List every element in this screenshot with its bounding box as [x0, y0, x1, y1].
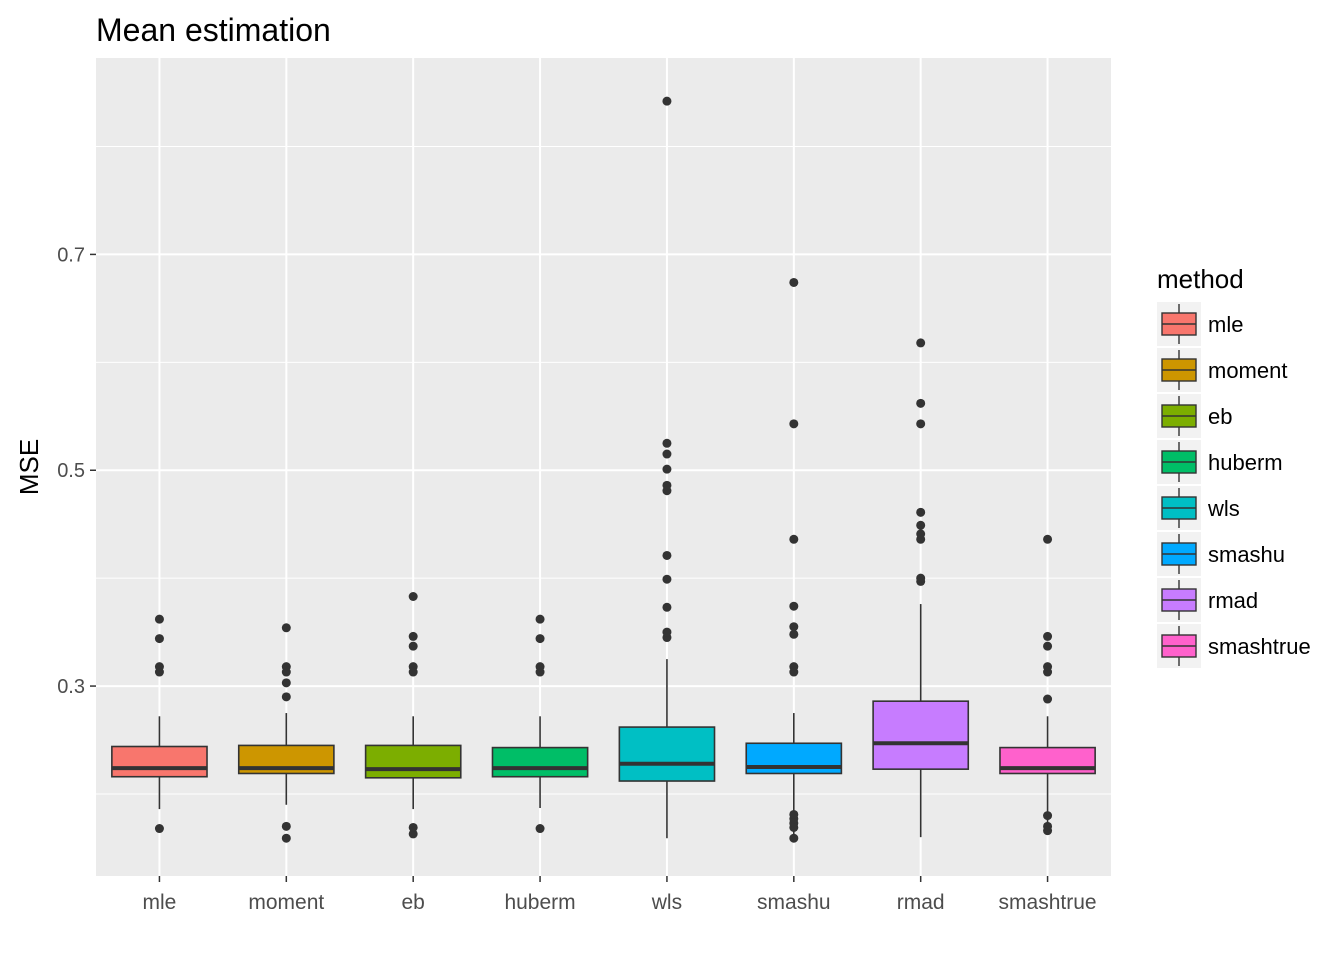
legend-label: rmad	[1208, 588, 1258, 613]
outlier-point	[916, 419, 926, 429]
legend-item-wls: wls	[1157, 486, 1240, 530]
whiskers	[158, 604, 1049, 839]
legend-label: smashu	[1208, 542, 1285, 567]
outlier-point	[408, 822, 418, 832]
outlier-point	[1043, 534, 1053, 544]
legend-label: eb	[1208, 404, 1232, 429]
outlier-point	[789, 622, 799, 632]
legend-item-smashu: smashu	[1157, 532, 1285, 576]
x-tick-label: wls	[651, 891, 682, 914]
x-tick-label: rmad	[897, 891, 945, 914]
outlier-point	[789, 662, 799, 672]
outlier-point	[662, 627, 672, 637]
outlier-point	[154, 634, 164, 644]
outlier-point	[281, 833, 291, 843]
outlier-point	[408, 641, 418, 651]
outlier-point	[535, 824, 545, 834]
outlier-point	[281, 692, 291, 702]
outlier-point	[408, 829, 418, 839]
legend-item-eb: eb	[1157, 394, 1232, 438]
y-tick-label: 0.3	[57, 676, 85, 698]
outlier-point	[662, 480, 672, 490]
outlier-point	[916, 398, 926, 408]
outlier-point	[789, 809, 799, 819]
x-tick-label: moment	[248, 891, 324, 914]
x-tick-label: huberm	[504, 891, 575, 914]
boxes	[111, 700, 1096, 782]
legend-label: moment	[1208, 358, 1287, 383]
x-tick-label: smashtrue	[999, 891, 1097, 914]
outlier-point	[789, 629, 799, 639]
legend-label: wls	[1207, 496, 1240, 521]
outlier-point	[789, 833, 799, 843]
outlier-point	[1043, 631, 1053, 641]
x-tick-label: eb	[402, 891, 425, 914]
outlier-point	[789, 601, 799, 611]
outlier-point	[408, 631, 418, 641]
outlier-point	[789, 419, 799, 429]
outlier-point	[154, 824, 164, 834]
legend-label: huberm	[1208, 450, 1283, 475]
legend-item-huberm: huberm	[1157, 440, 1283, 484]
outlier-point	[535, 634, 545, 644]
axes: 0.3 0.5 0.7 mle moment eb huberm wls smashu rmad s…	[57, 244, 1096, 914]
outlier-point	[916, 338, 926, 348]
outlier-point	[662, 449, 672, 459]
outlier-point	[662, 574, 672, 584]
outlier-point	[789, 277, 799, 287]
outlier-point	[916, 520, 926, 530]
outlier-point	[1043, 662, 1053, 672]
outlier-point	[281, 821, 291, 831]
outlier-points	[154, 96, 1053, 843]
outlier-point	[916, 573, 926, 583]
outlier-point	[154, 662, 164, 672]
legend-item-rmad: rmad	[1157, 578, 1258, 622]
box-mle	[111, 745, 208, 778]
outlier-point	[789, 534, 799, 544]
outlier-point	[408, 591, 418, 601]
x-tick-label: mle	[143, 891, 177, 914]
outlier-point	[281, 678, 291, 688]
legend-item-smashtrue: smashtrue	[1157, 624, 1311, 668]
box-rmad	[872, 700, 970, 770]
outlier-point	[662, 550, 672, 560]
outlier-point	[662, 96, 672, 106]
y-axis-label: MSE	[14, 439, 44, 495]
box-huberm	[491, 746, 589, 778]
outlier-point	[1043, 811, 1053, 821]
chart-title: Mean estimation	[96, 12, 331, 48]
outlier-point	[281, 662, 291, 672]
y-tick-label: 0.7	[57, 244, 85, 266]
legend-item-moment: moment	[1157, 348, 1287, 392]
outlier-point	[662, 464, 672, 474]
outlier-point	[916, 507, 926, 517]
legend-label: mle	[1208, 312, 1243, 337]
outlier-point	[154, 614, 164, 624]
outlier-point	[535, 614, 545, 624]
outlier-point	[1043, 821, 1053, 831]
outlier-point	[662, 438, 672, 448]
outlier-point	[916, 529, 926, 539]
x-tick-label: smashu	[757, 891, 831, 914]
legend-title: method	[1157, 264, 1244, 294]
outlier-point	[535, 662, 545, 672]
outlier-point	[662, 602, 672, 612]
legend: method mle moment eb huberm wls smashu rmad sma…	[1157, 264, 1311, 668]
box-eb	[364, 744, 462, 779]
outlier-point	[408, 662, 418, 672]
outlier-point	[1043, 641, 1053, 651]
outlier-point	[1043, 694, 1053, 704]
outlier-point	[281, 623, 291, 633]
legend-item-mle: mle	[1157, 302, 1243, 346]
y-tick-label: 0.5	[57, 460, 85, 482]
box-wls	[618, 726, 716, 782]
legend-label: smashtrue	[1208, 634, 1311, 659]
